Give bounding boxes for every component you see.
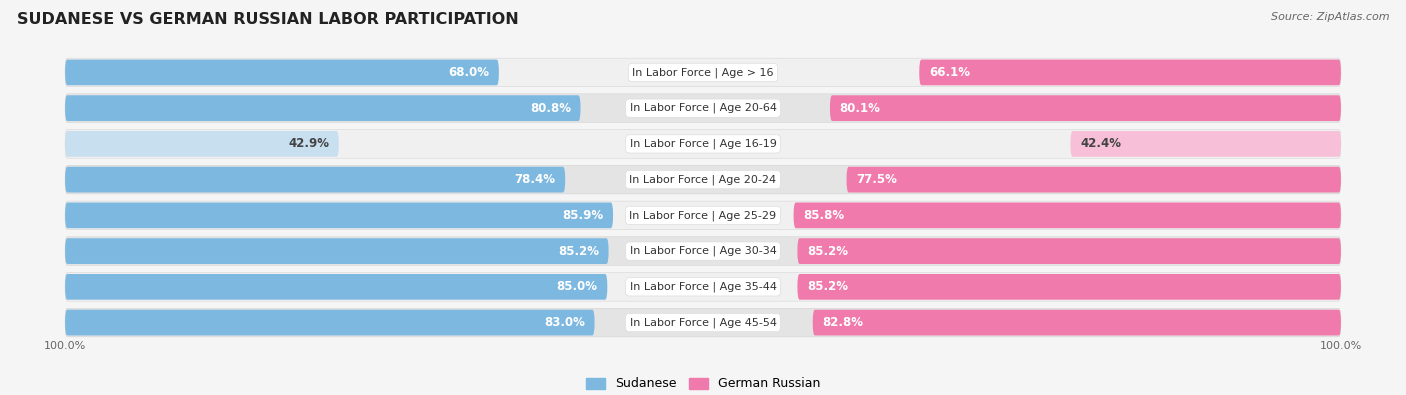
FancyBboxPatch shape xyxy=(1070,131,1341,157)
Text: In Labor Force | Age 20-24: In Labor Force | Age 20-24 xyxy=(630,174,776,185)
Text: SUDANESE VS GERMAN RUSSIAN LABOR PARTICIPATION: SUDANESE VS GERMAN RUSSIAN LABOR PARTICI… xyxy=(17,12,519,27)
Text: Source: ZipAtlas.com: Source: ZipAtlas.com xyxy=(1271,12,1389,22)
Text: 66.1%: 66.1% xyxy=(929,66,970,79)
FancyBboxPatch shape xyxy=(846,167,1341,192)
FancyBboxPatch shape xyxy=(65,274,607,300)
FancyBboxPatch shape xyxy=(65,201,1341,229)
Text: In Labor Force | Age > 16: In Labor Force | Age > 16 xyxy=(633,67,773,78)
FancyBboxPatch shape xyxy=(65,203,613,228)
FancyBboxPatch shape xyxy=(65,60,499,85)
Text: In Labor Force | Age 16-19: In Labor Force | Age 16-19 xyxy=(630,139,776,149)
FancyBboxPatch shape xyxy=(65,130,1341,158)
Text: 42.4%: 42.4% xyxy=(1080,137,1121,150)
Text: 85.8%: 85.8% xyxy=(803,209,844,222)
FancyBboxPatch shape xyxy=(793,203,1341,228)
Text: 83.0%: 83.0% xyxy=(544,316,585,329)
Text: 100.0%: 100.0% xyxy=(1320,341,1362,351)
Text: In Labor Force | Age 30-34: In Labor Force | Age 30-34 xyxy=(630,246,776,256)
Text: In Labor Force | Age 25-29: In Labor Force | Age 25-29 xyxy=(630,210,776,221)
FancyBboxPatch shape xyxy=(65,238,609,264)
Text: 78.4%: 78.4% xyxy=(515,173,555,186)
FancyBboxPatch shape xyxy=(65,237,1341,265)
FancyBboxPatch shape xyxy=(65,273,1341,301)
Text: 85.2%: 85.2% xyxy=(807,280,848,293)
Text: 85.2%: 85.2% xyxy=(558,245,599,258)
FancyBboxPatch shape xyxy=(813,310,1341,335)
Text: 85.2%: 85.2% xyxy=(807,245,848,258)
Text: 77.5%: 77.5% xyxy=(856,173,897,186)
FancyBboxPatch shape xyxy=(65,131,339,157)
FancyBboxPatch shape xyxy=(65,94,1341,122)
Text: In Labor Force | Age 20-64: In Labor Force | Age 20-64 xyxy=(630,103,776,113)
FancyBboxPatch shape xyxy=(65,310,595,335)
Text: In Labor Force | Age 45-54: In Labor Force | Age 45-54 xyxy=(630,317,776,328)
Text: 80.1%: 80.1% xyxy=(839,102,880,115)
FancyBboxPatch shape xyxy=(920,60,1341,85)
FancyBboxPatch shape xyxy=(830,95,1341,121)
FancyBboxPatch shape xyxy=(65,95,581,121)
Text: 42.9%: 42.9% xyxy=(288,137,329,150)
Text: 68.0%: 68.0% xyxy=(449,66,489,79)
Text: 80.8%: 80.8% xyxy=(530,102,571,115)
Text: 82.8%: 82.8% xyxy=(823,316,863,329)
FancyBboxPatch shape xyxy=(65,166,1341,194)
Text: 100.0%: 100.0% xyxy=(44,341,86,351)
Text: 85.0%: 85.0% xyxy=(557,280,598,293)
FancyBboxPatch shape xyxy=(65,167,565,192)
FancyBboxPatch shape xyxy=(797,238,1341,264)
Text: In Labor Force | Age 35-44: In Labor Force | Age 35-44 xyxy=(630,282,776,292)
Legend: Sudanese, German Russian: Sudanese, German Russian xyxy=(581,372,825,395)
Text: 85.9%: 85.9% xyxy=(562,209,603,222)
FancyBboxPatch shape xyxy=(65,308,1341,337)
FancyBboxPatch shape xyxy=(797,274,1341,300)
FancyBboxPatch shape xyxy=(65,58,1341,87)
